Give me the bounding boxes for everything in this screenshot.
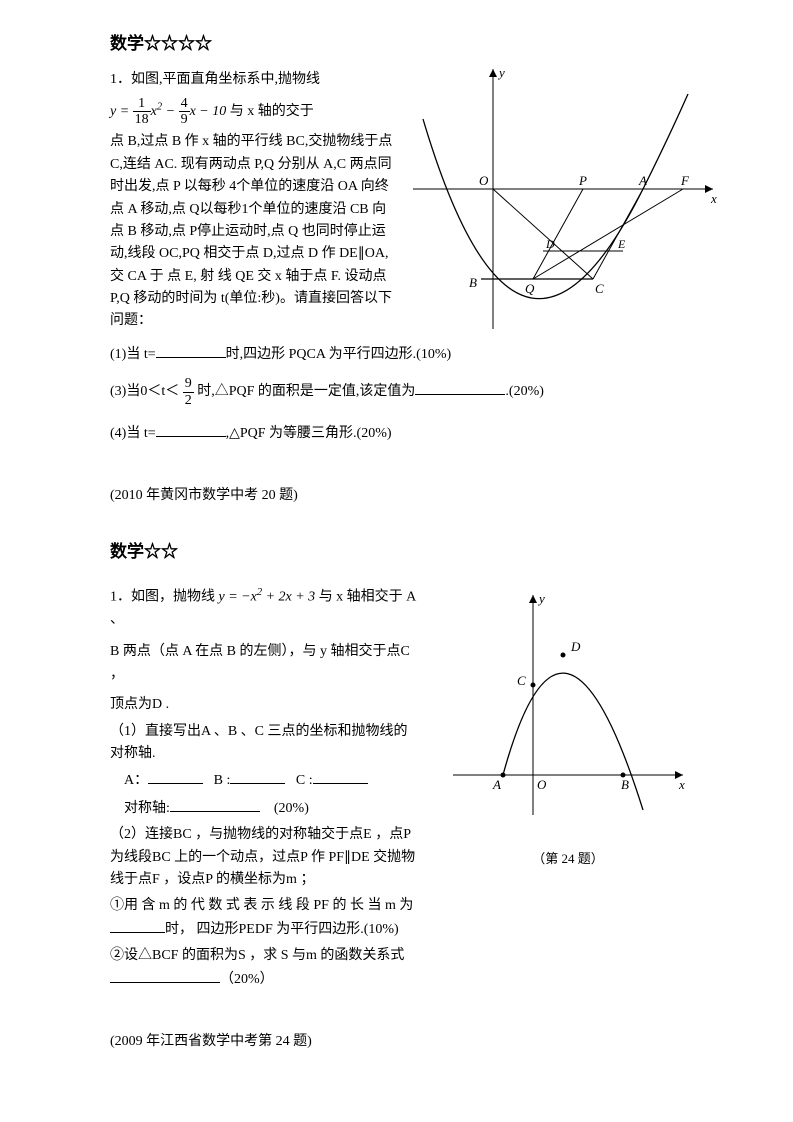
fig2-C: C	[517, 673, 526, 688]
eq-minus1: −	[162, 104, 178, 119]
q1-A-blank[interactable]	[148, 769, 203, 784]
p2-line2: B 两点（点 A 在点 B 的左侧），与 y 轴相交于点C ，	[110, 641, 420, 686]
q1-C-blank[interactable]	[313, 769, 368, 784]
eq-tail1: x − 10	[190, 104, 227, 119]
p2-line3: 顶点为D .	[110, 694, 420, 716]
section1-title: 数学☆☆☆☆	[110, 30, 683, 57]
q4-b: ,△PQF 为等腰三角形.(20%)	[226, 426, 392, 441]
fig1-E: E	[617, 237, 626, 251]
fig1-F: F	[680, 173, 690, 188]
p2-q2-1: ①用 含 m 的 代 数 式 表 示 线 段 PF 的 长 当 m 为 时， 四…	[110, 895, 420, 941]
figure1-svg: y x O A B C D E F P Q	[413, 59, 723, 349]
problem1-block: 1．如图,平面直角坐标系中,抛物线 y = 1 18 x2 − 4 9 x − …	[110, 69, 683, 333]
q2-2a: ②设△BCF 的面积为S ，求 S 与m 的函数关系式	[110, 948, 404, 963]
p2-q2: （2）连接BC ，与抛物线的对称轴交于点E ，点P 为线段BC 上的一个动点，过…	[110, 824, 420, 891]
q1-axis-label: 对称轴:	[124, 801, 170, 816]
p1-body: 点 B,过点 B 作 x 轴的平行线 BC,交抛物线于点 C,连结 AC. 现有…	[110, 131, 400, 333]
fig2-D: D	[570, 639, 581, 654]
fig1-A: A	[638, 173, 647, 188]
p2-line1: 1．如图，抛物线 y = −x2 + 2x + 3 与 x 轴相交于 A 、	[110, 585, 420, 631]
q1-A-label: A：	[124, 773, 148, 788]
p2-q2-2: ②设△BCF 的面积为S ，求 S 与m 的函数关系式 （20%）	[110, 945, 420, 991]
q3-num: 9	[183, 376, 194, 392]
q2-2pct: （20%）	[220, 972, 274, 987]
eq-tail-text: 与 x 轴的交于	[230, 104, 314, 119]
q4-line: (4)当 t= ,△PQF 为等腰三角形.(20%)	[110, 422, 683, 445]
fig2-O: O	[537, 777, 547, 792]
q2-1b: 时， 四边形PEDF 为平行四边形.(10%)	[165, 922, 399, 937]
eq-frac2: 4 9	[179, 96, 190, 128]
p2-q1-axis: 对称轴: (20%)	[110, 797, 420, 820]
p2-eq: y = −x	[219, 590, 257, 605]
q3-a: (3)当0＜t＜	[110, 384, 179, 399]
fig2-y: y	[537, 591, 545, 606]
q1-a: (1)当 t=	[110, 347, 156, 362]
q1-pct: (20%)	[274, 801, 309, 816]
fig1-C: C	[595, 281, 604, 296]
fig1-Q: Q	[525, 281, 535, 296]
p2-a: 1．如图，抛物线	[110, 590, 219, 605]
fig2-A: A	[492, 777, 501, 792]
q4-a: (4)当 t=	[110, 426, 156, 441]
figure2: y x O A B C D （第 24 题）	[443, 585, 693, 870]
fig1-B: B	[469, 275, 477, 290]
q2-2-blank[interactable]	[110, 968, 220, 983]
figure1: y x O A B C D E F P Q	[413, 59, 723, 357]
figure2-svg: y x O A B C D	[443, 585, 693, 835]
fig1-y: y	[497, 65, 505, 80]
q3-frac: 9 2	[183, 376, 194, 408]
q3-tail: .(20%)	[505, 384, 544, 399]
frac2-den: 9	[179, 112, 190, 127]
p2-eq2: + 2x + 3	[262, 590, 315, 605]
q1-B-blank[interactable]	[230, 769, 285, 784]
q2-1a: ①用 含 m 的 代 数 式 表 示 线 段 PF 的 长 当 m 为	[110, 898, 413, 913]
q1-axis-blank[interactable]	[170, 797, 260, 812]
q3-blank[interactable]	[415, 380, 505, 395]
fig2-B: B	[621, 777, 629, 792]
q1-blank[interactable]	[156, 343, 226, 358]
problem2-block: 1．如图，抛物线 y = −x2 + 2x + 3 与 x 轴相交于 A 、 B…	[110, 585, 683, 991]
problem1-text: 1．如图,平面直角坐标系中,抛物线 y = 1 18 x2 − 4 9 x − …	[110, 69, 400, 333]
p2-q1: （1）直接写出A 、B 、C 三点的坐标和抛物线的对称轴.	[110, 721, 420, 766]
source2: (2009 年江西省数学中考第 24 题)	[110, 1031, 683, 1053]
p2-q1-blanks: A： B : C :	[110, 769, 420, 792]
q4-blank[interactable]	[156, 422, 226, 437]
fig1-O: O	[479, 173, 489, 188]
q3-b: 时,△PQF 的面积是一定值,该定值为	[197, 384, 415, 399]
frac2-num: 4	[179, 96, 190, 112]
section2-title: 数学☆☆	[110, 538, 683, 565]
eq-lhs: y =	[110, 104, 129, 119]
eq-frac1: 1 18	[133, 96, 151, 128]
q1-C-label: C :	[296, 773, 313, 788]
p1-equation: y = 1 18 x2 − 4 9 x − 10 与 x 轴的交于	[110, 96, 400, 128]
frac1-den: 18	[133, 112, 151, 127]
frac1-num: 1	[133, 96, 151, 112]
q3-line: (3)当0＜t＜ 9 2 时,△PQF 的面积是一定值,该定值为 .(20%)	[110, 376, 683, 408]
fig1-P: P	[578, 173, 587, 188]
q3-den: 2	[183, 393, 194, 408]
figure2-caption: （第 24 题）	[443, 849, 693, 870]
fig1-D: D	[545, 237, 555, 251]
p1-intro: 1．如图,平面直角坐标系中,抛物线	[110, 69, 400, 91]
source1: (2010 年黄冈市数学中考 20 题)	[110, 485, 683, 507]
q2-1-blank[interactable]	[110, 918, 165, 933]
fig1-x: x	[710, 191, 717, 206]
problem2-text: 1．如图，抛物线 y = −x2 + 2x + 3 与 x 轴相交于 A 、 B…	[110, 585, 420, 991]
fig2-x: x	[678, 777, 685, 792]
q1-B-label: B :	[214, 773, 231, 788]
